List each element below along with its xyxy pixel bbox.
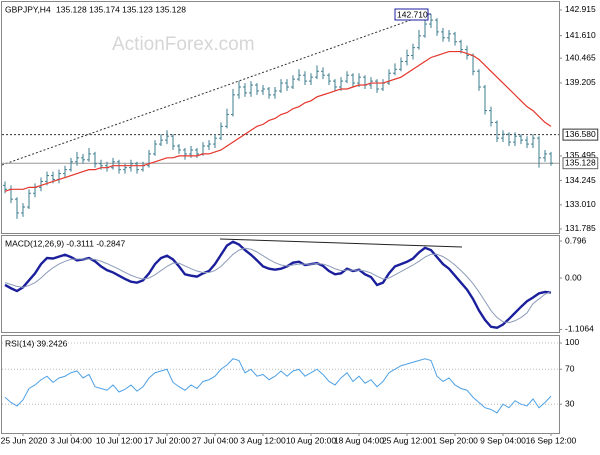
rsi-panel: [1, 335, 560, 434]
x-tick-label: 27 Jul 04:00: [192, 435, 239, 445]
indicator-line: [4, 247, 552, 324]
x-tick-label: 25 Jun 2020: [1, 435, 48, 445]
y-tick-label: 139.205: [565, 77, 596, 87]
level-label-box: [562, 128, 599, 141]
x-tick-label: 17 Jul 20:00: [144, 435, 191, 445]
macd-trend-line: [219, 238, 463, 248]
y-tick-label: 100: [565, 337, 579, 347]
panel-title: GBPJPY,H4: [5, 4, 51, 14]
panel-title: RSI(14) 39.2426: [5, 338, 68, 348]
y-tick-label: 140.465: [565, 52, 596, 62]
x-tick-label: 10 Jul 12:00: [96, 435, 143, 445]
panel-title: MACD(12,26,9) -0.3111 -0.2847: [5, 238, 125, 248]
y-tick-label: 131.785: [565, 223, 596, 233]
y-tick-label: 141.610: [565, 30, 596, 40]
x-tick-label: 10 Aug 20:00: [286, 435, 336, 445]
y-tick-label: 133.010: [565, 199, 596, 209]
indicator-line: [4, 240, 552, 329]
x-tick-label: 18 Aug 04:00: [334, 435, 384, 445]
x-tick-label: 1 Sep 20:00: [432, 435, 478, 445]
x-tick-label: 9 Sep 04:00: [480, 435, 526, 445]
y-tick-label: 30: [565, 398, 575, 408]
panel-subtitle: 135.128 135.174 135.123 135.128: [56, 4, 186, 14]
indicator-line: [4, 358, 552, 414]
y-tick-label: 0.00: [565, 272, 582, 282]
x-tick-label: 25 Aug 12:00: [382, 435, 432, 445]
macd-panel: [1, 235, 560, 333]
y-tick-label: 70: [565, 363, 575, 373]
x-tick-label: 3 Aug 12:00: [240, 435, 286, 445]
level-label: 136.580: [565, 129, 596, 139]
last-price-label: 135.128: [565, 157, 596, 167]
y-tick-label: 134.245: [565, 175, 596, 185]
x-tick-label: 3 Jul 04:00: [50, 435, 92, 445]
y-tick-label: 0.796: [565, 235, 587, 245]
x-tick-label: 16 Sep 12:00: [526, 435, 577, 445]
watermark: ActionForex.com: [112, 34, 255, 55]
price-panel: [1, 1, 560, 234]
y-tick-label: 142.915: [565, 4, 596, 14]
moving-average: [4, 50, 552, 192]
trend-line: [1, 14, 426, 166]
y-tick-label: 135.495: [565, 150, 596, 160]
peak-label: 142.710: [397, 9, 428, 19]
y-tick-label: -1.1064: [565, 324, 594, 334]
last-price-label-box: [562, 157, 599, 170]
